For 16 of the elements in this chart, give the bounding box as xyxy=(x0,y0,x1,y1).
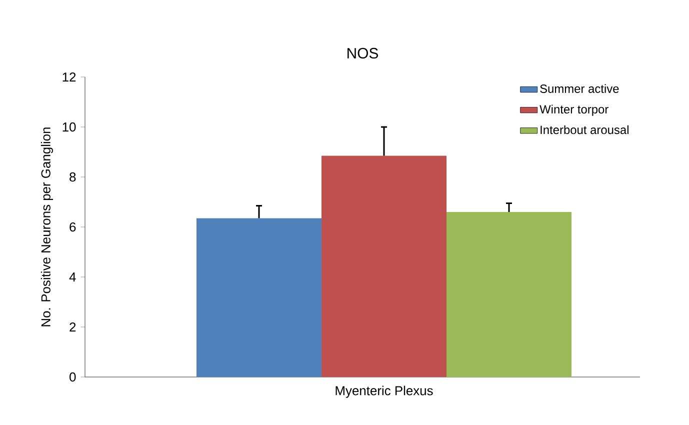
y-tick-label: 0 xyxy=(70,372,76,382)
chart-title: NOS xyxy=(348,48,378,58)
y-tick-label: 8 xyxy=(70,172,76,182)
bar xyxy=(322,156,447,377)
bar xyxy=(196,218,322,377)
y-tick-label: 10 xyxy=(62,122,76,132)
y-axis-title: No. Positive Neurons per Ganglion xyxy=(40,128,53,326)
y-tick-label: 4 xyxy=(69,272,76,282)
x-tick-label: Myenteric Plexus xyxy=(336,386,433,398)
y-tick-label: 12 xyxy=(62,72,76,82)
y-tick-label: 6 xyxy=(70,222,76,232)
legend-label: Summer active xyxy=(540,84,619,93)
bar xyxy=(446,212,572,377)
legend-label: Interbout arousal xyxy=(540,125,628,134)
legend-label: Winter torpor xyxy=(540,104,608,116)
y-tick-label: 2 xyxy=(70,322,76,332)
